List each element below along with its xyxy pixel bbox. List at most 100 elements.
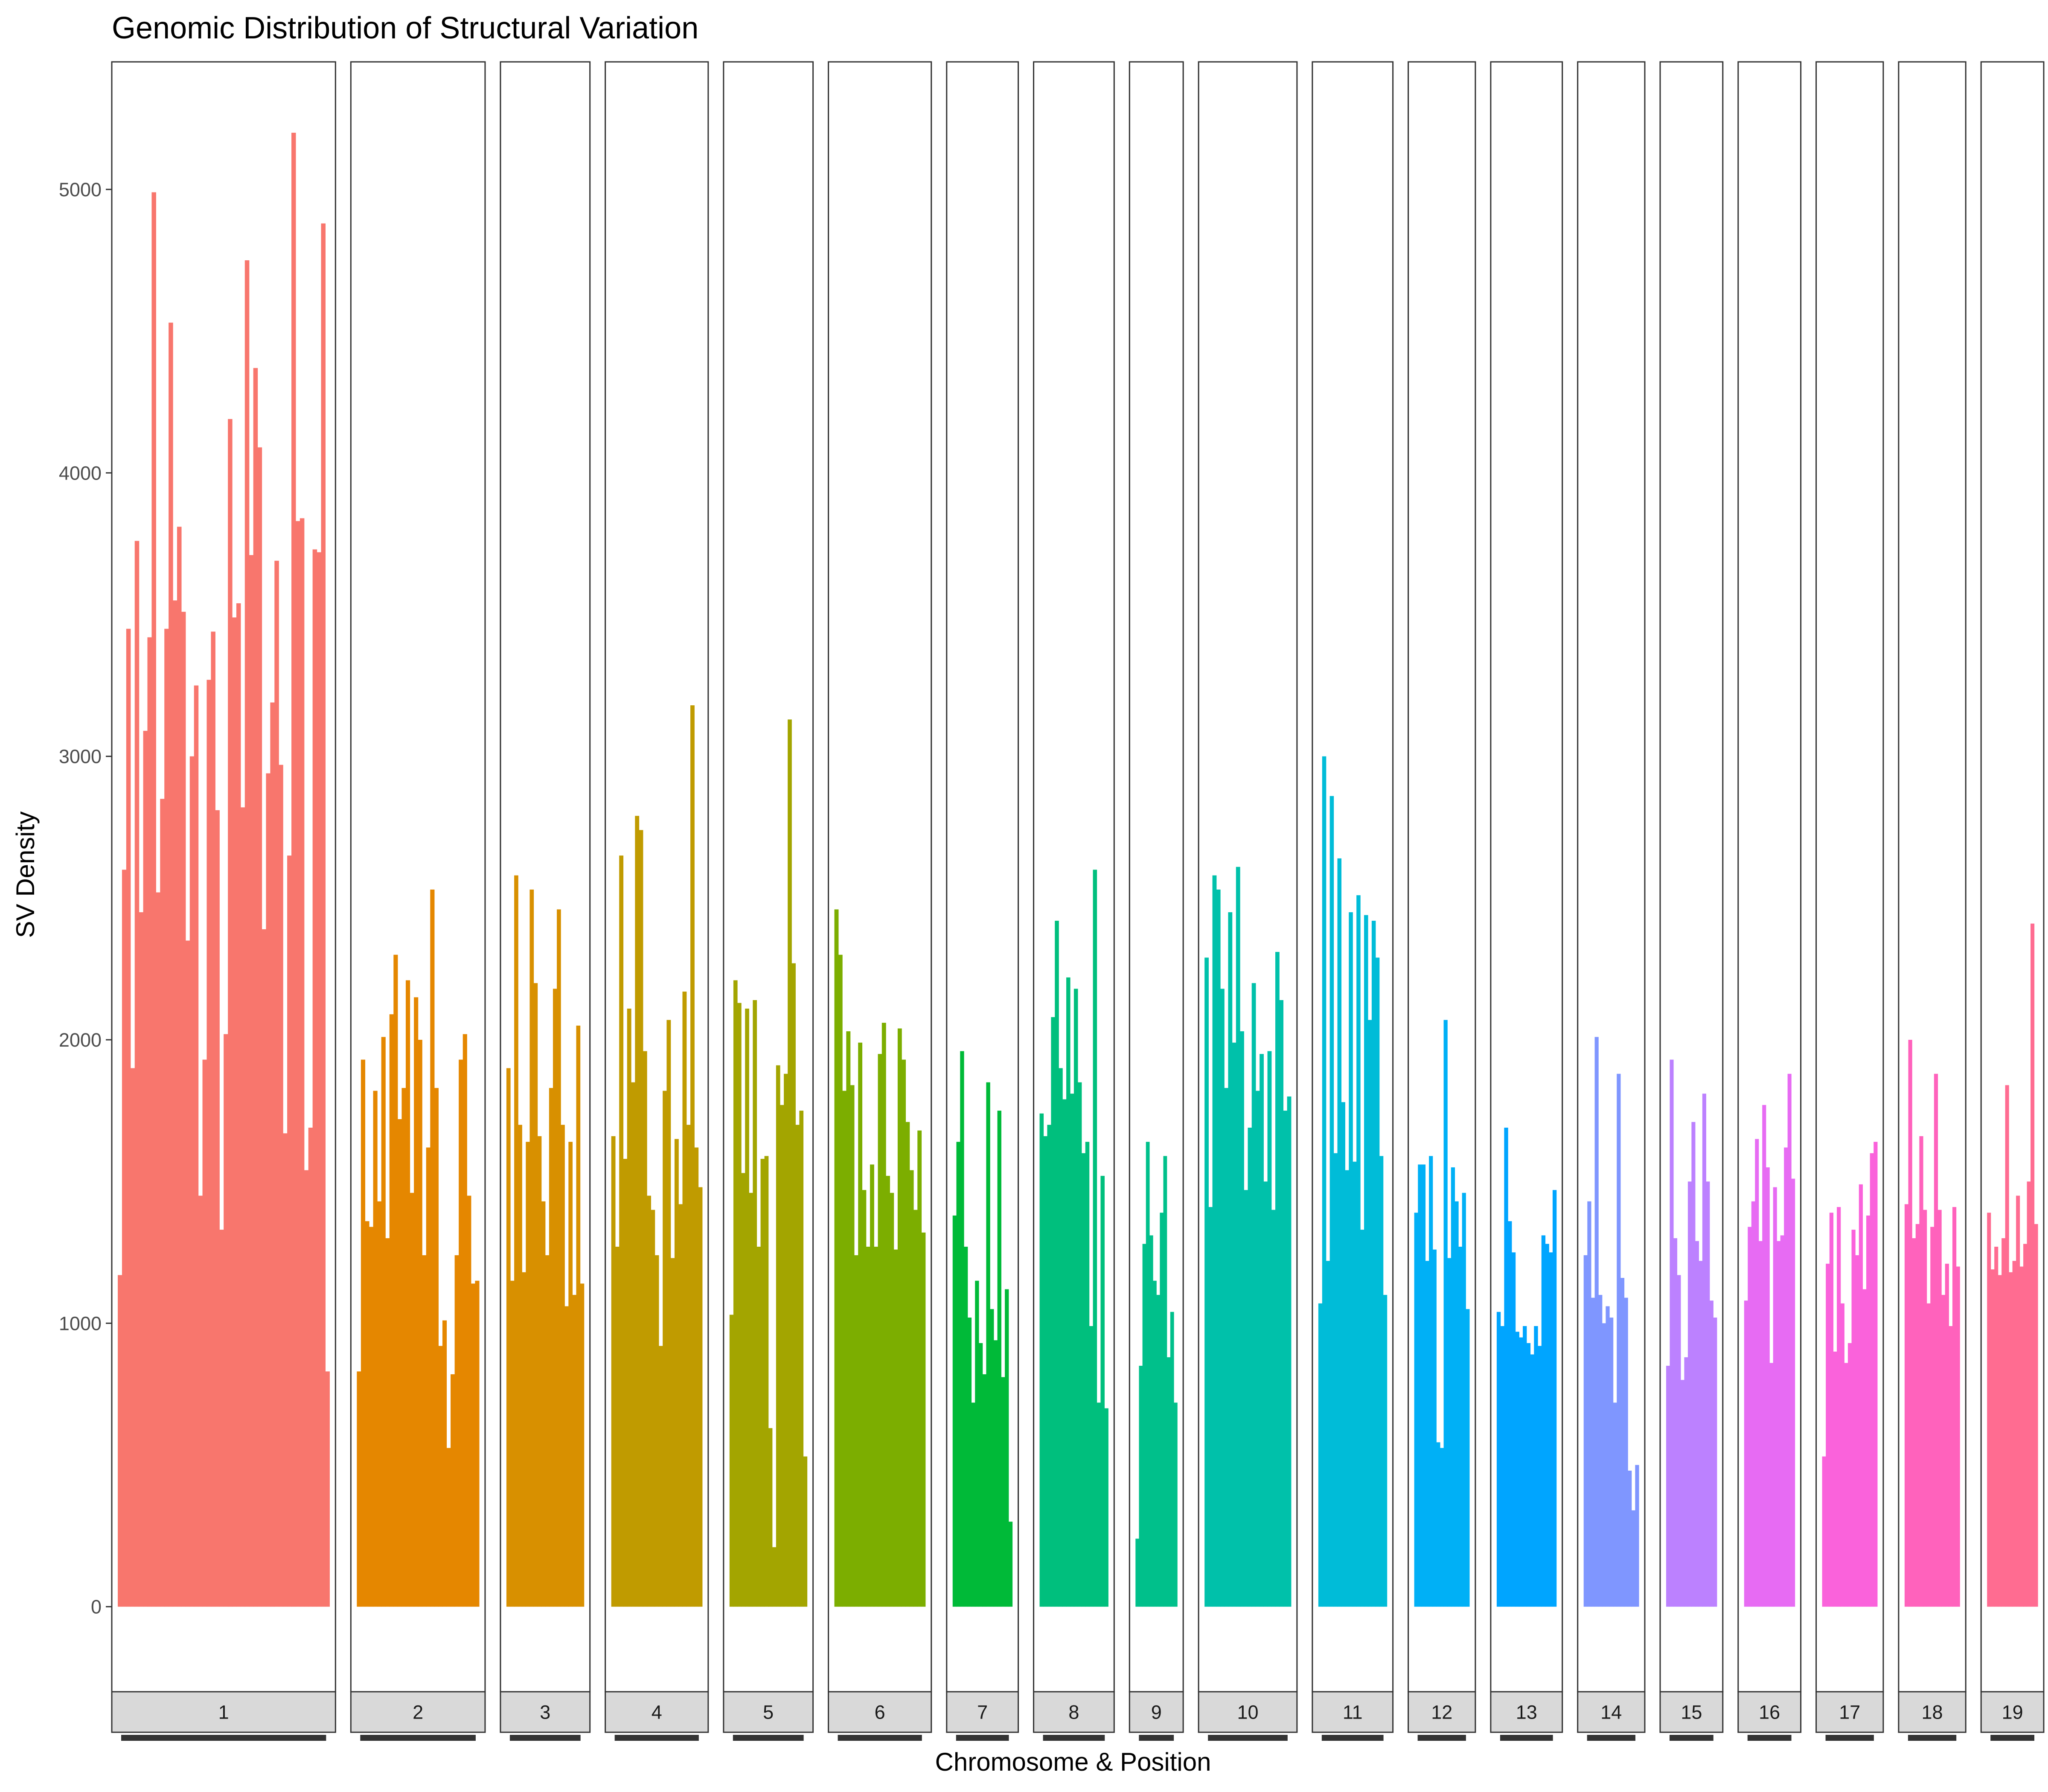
bar-chr-5 bbox=[803, 1456, 808, 1607]
bar-chr-17 bbox=[1826, 1263, 1830, 1607]
bar-chr-4 bbox=[619, 855, 624, 1607]
bar-chr-8 bbox=[1055, 920, 1059, 1607]
bar-chr-16 bbox=[1758, 1241, 1763, 1607]
bar-chr-2 bbox=[451, 1374, 455, 1607]
x-axis-ticks-band bbox=[1139, 1735, 1174, 1741]
bar-chr-10 bbox=[1283, 1111, 1288, 1607]
strip-label-chr-11: 11 bbox=[1343, 1702, 1363, 1723]
facet-strip bbox=[1815, 1691, 1884, 1733]
bar-chr-12 bbox=[1440, 1448, 1444, 1607]
facet-strip bbox=[1312, 1691, 1394, 1733]
bar-chr-4 bbox=[627, 1008, 631, 1607]
bar-chr-11 bbox=[1345, 1170, 1349, 1607]
bar-chr-16 bbox=[1751, 1201, 1755, 1607]
bar-chr-1 bbox=[279, 765, 283, 1607]
bar-chr-18 bbox=[1915, 1224, 1920, 1607]
bar-chr-9 bbox=[1146, 1142, 1150, 1607]
facet-strip bbox=[1198, 1691, 1298, 1733]
facet-chr-19: 19 bbox=[1980, 61, 2045, 1741]
bar-chr-6 bbox=[854, 1255, 858, 1607]
bar-chr-13 bbox=[1504, 1127, 1508, 1607]
x-axis-ticks-band bbox=[1500, 1735, 1553, 1741]
bar-chr-13 bbox=[1508, 1221, 1512, 1607]
bar-chr-5 bbox=[733, 980, 738, 1607]
bar-chr-3 bbox=[533, 983, 538, 1607]
bar-chr-15 bbox=[1666, 1366, 1670, 1607]
bar-chr-16 bbox=[1777, 1241, 1781, 1607]
bar-chr-17 bbox=[1837, 1207, 1841, 1607]
bar-chr-12 bbox=[1466, 1309, 1470, 1607]
bar-chr-1 bbox=[143, 730, 148, 1607]
bar-chr-9 bbox=[1139, 1366, 1143, 1607]
bar-chr-1 bbox=[244, 260, 250, 1607]
bar-chr-6 bbox=[850, 1085, 855, 1607]
bar-chr-11 bbox=[1322, 756, 1327, 1607]
facet-chr-12: 12 bbox=[1408, 61, 1476, 1741]
facet-strip bbox=[500, 1691, 591, 1733]
bar-chr-8 bbox=[1066, 977, 1071, 1607]
bar-chr-3 bbox=[537, 1136, 542, 1607]
bar-chr-13 bbox=[1530, 1354, 1534, 1607]
bar-chr-1 bbox=[177, 527, 182, 1607]
bar-chr-1 bbox=[151, 192, 156, 1607]
x-axis-ticks-band bbox=[838, 1735, 922, 1741]
bar-chr-4 bbox=[615, 1246, 620, 1607]
bar-chr-10 bbox=[1232, 1042, 1236, 1607]
facet-strip bbox=[1490, 1691, 1563, 1733]
x-axis-ticks-band bbox=[1587, 1735, 1635, 1741]
bar-chr-2 bbox=[471, 1283, 475, 1607]
bar-chr-1 bbox=[198, 1196, 203, 1607]
bar-chr-2 bbox=[475, 1280, 480, 1607]
bar-chr-2 bbox=[434, 1088, 439, 1607]
bar-chr-9 bbox=[1156, 1295, 1160, 1607]
bar-chr-1 bbox=[262, 929, 267, 1607]
bar-chr-13 bbox=[1545, 1244, 1549, 1607]
x-axis-ticks-band bbox=[1417, 1735, 1466, 1741]
facet-chr-1: 1 bbox=[111, 61, 336, 1741]
bar-chr-1 bbox=[312, 549, 317, 1607]
bar-chr-4 bbox=[678, 1204, 683, 1607]
facet-strip bbox=[723, 1691, 814, 1733]
bar-chr-2 bbox=[393, 954, 398, 1607]
bar-chr-2 bbox=[442, 1320, 447, 1607]
bar-chr-11 bbox=[1367, 1020, 1372, 1607]
bar-chr-6 bbox=[842, 1091, 847, 1607]
bar-chr-6 bbox=[897, 1028, 902, 1607]
bar-chr-14 bbox=[1594, 1037, 1599, 1607]
x-axis-ticks-band bbox=[1747, 1735, 1792, 1741]
bar-chr-4 bbox=[651, 1210, 655, 1607]
bar-chr-18 bbox=[1934, 1073, 1938, 1607]
bar-chr-1 bbox=[291, 133, 296, 1607]
bar-chr-15 bbox=[1677, 1275, 1681, 1607]
bar-chr-3 bbox=[514, 875, 518, 1607]
bar-chr-3 bbox=[568, 1142, 573, 1607]
bar-chr-1 bbox=[189, 756, 195, 1607]
bar-chr-10 bbox=[1287, 1096, 1292, 1607]
bar-chr-2 bbox=[385, 1238, 390, 1607]
bar-chr-14 bbox=[1624, 1297, 1628, 1607]
bar-chr-19 bbox=[2012, 1261, 2016, 1607]
y-axis-title: SV Density bbox=[11, 812, 40, 938]
bar-chr-6 bbox=[858, 1042, 863, 1607]
bar-chr-1 bbox=[321, 223, 326, 1607]
bar-chr-17 bbox=[1833, 1351, 1837, 1607]
bar-chr-10 bbox=[1263, 1181, 1268, 1607]
bar-chr-12 bbox=[1414, 1213, 1418, 1607]
bar-chr-5 bbox=[776, 1065, 780, 1607]
bar-chr-1 bbox=[224, 1034, 228, 1607]
bar-chr-14 bbox=[1613, 1402, 1617, 1607]
bar-chr-16 bbox=[1769, 1363, 1774, 1607]
bar-chr-19 bbox=[2031, 923, 2035, 1607]
bar-chr-6 bbox=[846, 1031, 851, 1607]
bar-chr-16 bbox=[1766, 1167, 1770, 1607]
bar-chr-10 bbox=[1255, 1091, 1260, 1607]
bar-chr-5 bbox=[760, 1159, 765, 1607]
bar-chr-3 bbox=[541, 1201, 546, 1607]
y-tick-label: 5000 bbox=[59, 179, 102, 201]
bar-chr-1 bbox=[147, 637, 152, 1607]
bar-chr-18 bbox=[1904, 1204, 1909, 1607]
bar-chr-14 bbox=[1606, 1306, 1610, 1607]
bar-chr-15 bbox=[1670, 1059, 1674, 1607]
bar-chr-7 bbox=[1001, 1377, 1005, 1607]
bar-chr-17 bbox=[1851, 1230, 1856, 1607]
